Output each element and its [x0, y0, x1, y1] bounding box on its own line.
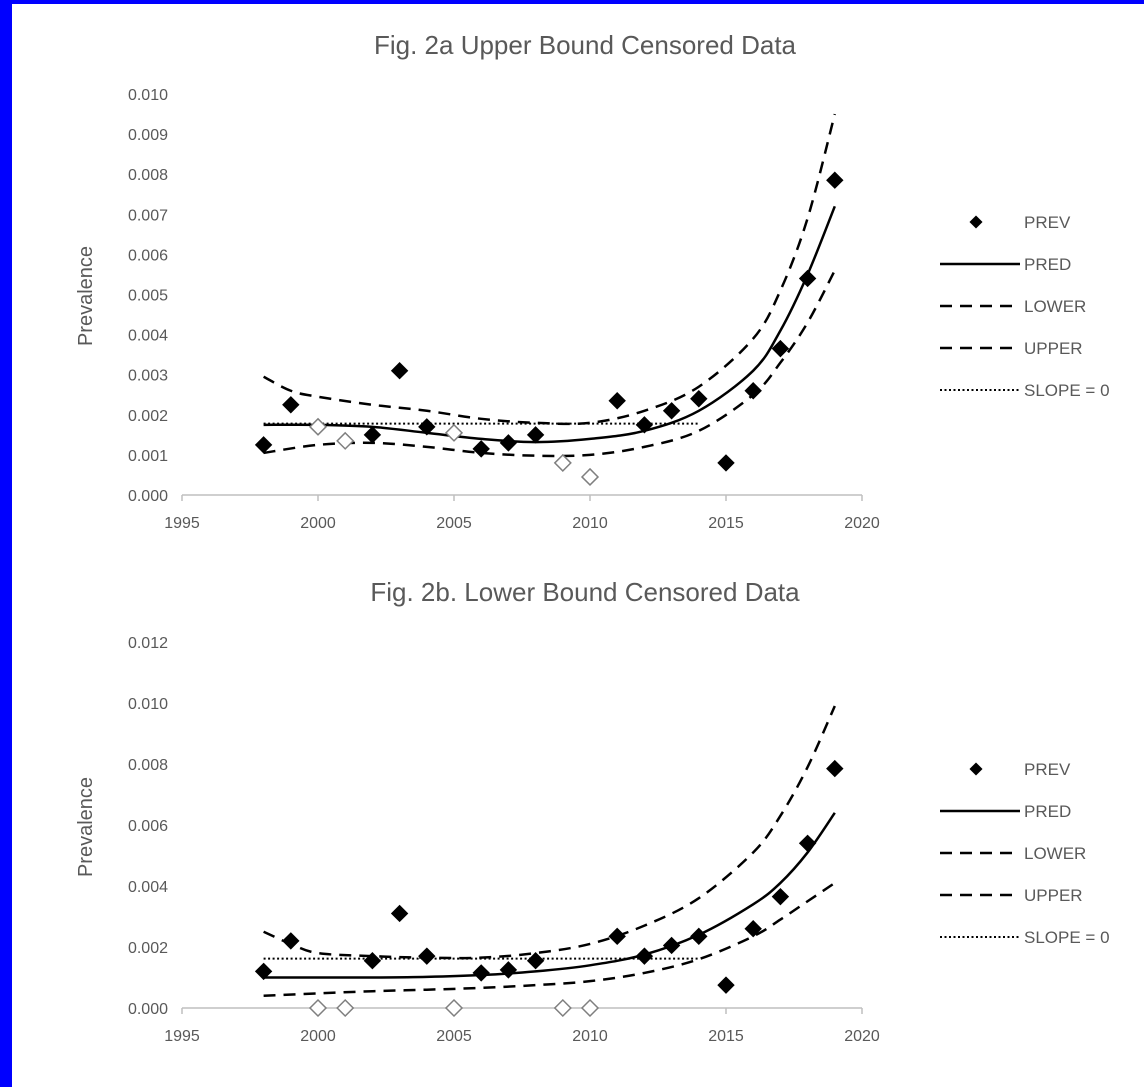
data-point-filled-diamond — [608, 927, 626, 945]
data-point-filled-diamond — [499, 961, 517, 979]
data-point-filled-diamond — [527, 952, 545, 970]
legend: PREV PRED LOWER UPPER SLOPE = 0 — [940, 213, 1110, 400]
series-line-upper — [263, 705, 836, 960]
y-tick-label: 0.004 — [128, 879, 168, 896]
chart-title: Fig. 2b. Lower Bound Censored Data — [370, 577, 800, 607]
legend-marker-diamond — [969, 762, 983, 776]
y-tick-label: 0.002 — [128, 408, 168, 425]
data-point-filled-diamond — [690, 927, 708, 945]
data-point-filled-diamond — [499, 434, 517, 452]
data-point-filled-diamond — [663, 402, 681, 420]
data-point-open-diamond — [309, 418, 327, 436]
y-tick-label: 0.008 — [128, 757, 168, 774]
series-line-lower — [263, 269, 836, 458]
data-point-filled-diamond — [472, 964, 490, 982]
series-line-lower — [263, 881, 836, 998]
x-tick-label: 2015 — [708, 1028, 744, 1045]
data-point-open-diamond — [554, 999, 572, 1017]
legend-label: UPPER — [1024, 339, 1083, 358]
data-point-open-diamond — [309, 999, 327, 1017]
y-tick-label: 0.010 — [128, 696, 168, 713]
x-tick-label: 2010 — [572, 1028, 608, 1045]
data-point-filled-diamond — [799, 834, 817, 852]
data-point-filled-diamond — [771, 888, 789, 906]
x-tick-label: 2000 — [300, 1028, 336, 1045]
legend-label: UPPER — [1024, 886, 1083, 905]
legend-label: SLOPE = 0 — [1024, 928, 1110, 947]
data-point-filled-diamond — [527, 426, 545, 444]
x-tick-label: 2020 — [844, 515, 880, 532]
chart-title: Fig. 2a Upper Bound Censored Data — [374, 30, 797, 60]
x-tick-label: 2000 — [300, 515, 336, 532]
data-point-open-diamond — [581, 468, 599, 486]
y-tick-label: 0.010 — [128, 87, 168, 104]
x-tick-label: 2005 — [436, 1028, 472, 1045]
series-line-pred — [263, 812, 836, 979]
chart-2: Fig. 2b. Lower Bound Censored Data Preval… — [75, 577, 1110, 1045]
y-tick-label: 0.006 — [128, 818, 168, 835]
data-point-filled-diamond — [826, 171, 844, 189]
data-point-filled-diamond — [363, 426, 381, 444]
y-axis-label: Prevalence — [75, 246, 97, 346]
data-point-filled-diamond — [391, 904, 409, 922]
x-tick-label: 2015 — [708, 515, 744, 532]
data-point-filled-diamond — [418, 947, 436, 965]
data-point-filled-diamond — [282, 932, 300, 950]
y-tick-label: 0.000 — [128, 1001, 168, 1018]
y-tick-label: 0.001 — [128, 448, 168, 465]
y-tick-label: 0.004 — [128, 328, 168, 345]
legend-label: PRED — [1024, 255, 1071, 274]
figure-panel: Fig. 2a Upper Bound Censored Data Prevale… — [12, 4, 1144, 1087]
legend-label: PREV — [1024, 213, 1071, 232]
data-point-filled-diamond — [690, 390, 708, 408]
data-point-filled-diamond — [744, 382, 762, 400]
y-tick-label: 0.003 — [128, 368, 168, 385]
data-point-open-diamond — [445, 999, 463, 1017]
x-tick-label: 2005 — [436, 515, 472, 532]
legend-label: SLOPE = 0 — [1024, 381, 1110, 400]
data-point-open-diamond — [336, 999, 354, 1017]
data-point-open-diamond — [581, 999, 599, 1017]
y-axis-label: Prevalence — [75, 777, 97, 877]
y-tick-label: 0.012 — [128, 635, 168, 652]
data-point-filled-diamond — [826, 760, 844, 778]
data-point-filled-diamond — [717, 454, 735, 472]
y-tick-label: 0.007 — [128, 207, 168, 224]
y-tick-label: 0.009 — [128, 127, 168, 144]
y-tick-label: 0.005 — [128, 288, 168, 305]
legend-label: PREV — [1024, 760, 1071, 779]
y-tick-label: 0.002 — [128, 940, 168, 957]
chart-1: Fig. 2a Upper Bound Censored Data Prevale… — [75, 30, 1110, 532]
legend-label: PRED — [1024, 802, 1071, 821]
data-point-filled-diamond — [255, 436, 273, 454]
figure-svg: Fig. 2a Upper Bound Censored Data Prevale… — [75, 30, 1110, 1045]
y-tick-label: 0.006 — [128, 247, 168, 264]
x-tick-label: 2010 — [572, 515, 608, 532]
x-tick-label: 2020 — [844, 1028, 880, 1045]
data-point-filled-diamond — [391, 362, 409, 380]
series-line-pred — [263, 205, 836, 444]
data-point-filled-diamond — [608, 392, 626, 410]
y-tick-label: 0.008 — [128, 167, 168, 184]
x-tick-label: 1995 — [164, 515, 200, 532]
x-tick-label: 1995 — [164, 1028, 200, 1045]
y-tick-label: 0.000 — [128, 488, 168, 505]
data-point-filled-diamond — [635, 947, 653, 965]
series-line-upper — [263, 113, 837, 426]
legend: PREV PRED LOWER UPPER SLOPE = 0 — [940, 760, 1110, 947]
legend-label: LOWER — [1024, 844, 1086, 863]
data-point-open-diamond — [445, 424, 463, 442]
data-point-filled-diamond — [663, 936, 681, 954]
data-point-open-diamond — [336, 432, 354, 450]
data-point-open-diamond — [554, 454, 572, 472]
data-point-filled-diamond — [717, 976, 735, 994]
data-point-filled-diamond — [282, 396, 300, 414]
legend-label: LOWER — [1024, 297, 1086, 316]
legend-marker-diamond — [969, 215, 983, 229]
